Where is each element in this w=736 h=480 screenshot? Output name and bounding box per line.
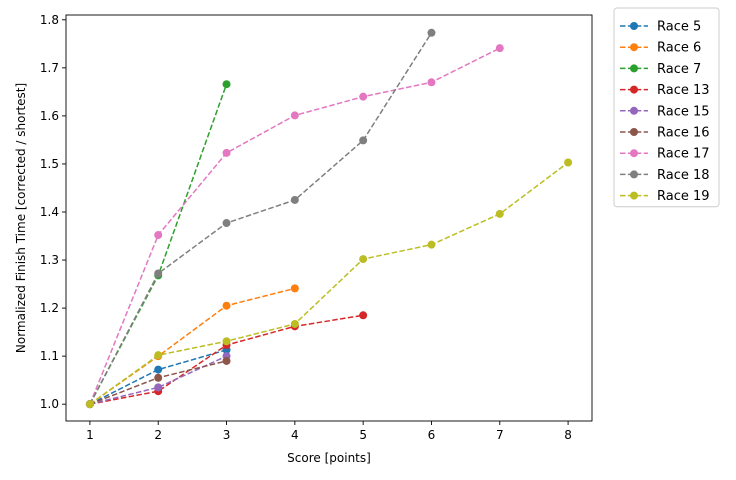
legend-marker — [630, 43, 638, 52]
data-point — [495, 44, 504, 53]
y-tick-label: 1.4 — [40, 205, 59, 219]
data-point — [495, 209, 504, 218]
legend-marker — [630, 170, 638, 179]
data-point — [85, 400, 94, 409]
series-line — [89, 32, 433, 405]
data-point — [154, 231, 163, 240]
data-point — [359, 255, 368, 264]
data-point — [290, 284, 299, 293]
y-tick-label: 1.1 — [40, 349, 59, 363]
x-tick-label: 8 — [564, 428, 572, 442]
data-point — [427, 28, 436, 37]
legend-entry: Race 13 — [620, 83, 710, 98]
x-tick-label: 6 — [428, 428, 436, 442]
legend-label: Race 15 — [657, 104, 710, 119]
legend-label: Race 7 — [657, 62, 701, 77]
legend-marker — [630, 128, 638, 136]
legend-marker — [630, 22, 638, 30]
legend-entry: Race 7 — [620, 62, 701, 77]
legend-entry: Race 6 — [620, 41, 701, 56]
data-point — [154, 383, 163, 392]
data-point — [154, 351, 163, 360]
series-9 — [85, 158, 573, 409]
y-axis-label: Normalized Finish Time [corrected / shor… — [14, 83, 28, 353]
legend-entry: Race 19 — [620, 189, 710, 204]
legend-label: Race 6 — [657, 41, 701, 56]
legend-entry: Race 17 — [620, 147, 710, 162]
axes: 1 2 3 4 5 6 7 8 1.0 1.1 1.2 1.3 1.4 1.5 1.6 1.7 1.8 — [40, 13, 593, 442]
data-point — [222, 80, 231, 89]
legend-marker — [630, 191, 638, 200]
y-tick-label: 1.0 — [40, 397, 59, 411]
legend-label: Race 13 — [657, 83, 710, 98]
x-axis-label: Score [points] — [287, 451, 371, 465]
axes-frame — [65, 14, 593, 422]
data-point — [359, 311, 368, 320]
x-tick-label: 4 — [291, 428, 299, 442]
legend: Race 5 Race 6 Race 7 Race 13 Race 15 Race 16 R… — [613, 7, 720, 208]
data-point — [222, 219, 231, 228]
x-tick-label: 7 — [496, 428, 504, 442]
legend-entry: Race 16 — [620, 126, 710, 141]
data-point — [427, 240, 436, 249]
legend-label: Race 17 — [657, 147, 710, 162]
x-tick-label: 3 — [223, 428, 231, 442]
legend-label: Race 5 — [657, 20, 701, 35]
data-point — [359, 136, 368, 145]
legend-entry: Race 15 — [620, 104, 710, 119]
series-line — [89, 161, 569, 405]
data-point — [359, 92, 368, 101]
data-point — [222, 337, 231, 346]
y-tick-label: 1.6 — [40, 109, 59, 123]
legend-entry: Race 18 — [620, 168, 710, 183]
y-tick-label: 1.5 — [40, 157, 59, 171]
x-tick-label: 5 — [359, 428, 367, 442]
legend-marker — [630, 149, 638, 158]
data-point — [222, 356, 231, 365]
y-tick-label: 1.8 — [40, 13, 59, 27]
data-point — [290, 319, 299, 328]
data-point — [154, 365, 163, 374]
data-point — [564, 158, 573, 167]
y-tick-label: 1.2 — [40, 301, 59, 315]
legend-marker — [630, 85, 638, 94]
legend-label: Race 19 — [657, 189, 710, 204]
data-point — [290, 195, 299, 204]
x-tick-label: 2 — [154, 428, 162, 442]
legend-box — [613, 7, 720, 208]
legend-marker — [630, 64, 638, 73]
data-point — [154, 269, 163, 278]
legend-label: Race 16 — [657, 126, 710, 141]
data-point — [222, 301, 231, 310]
plot-area — [85, 28, 573, 409]
data-point — [222, 148, 231, 157]
legend-marker — [630, 106, 638, 115]
legend-entry: Race 5 — [620, 20, 701, 35]
legend-label: Race 18 — [657, 168, 710, 183]
y-tick-label: 1.3 — [40, 253, 59, 267]
data-point — [427, 78, 436, 87]
y-tick-label: 1.7 — [40, 61, 59, 75]
x-tick-label: 1 — [86, 428, 94, 442]
data-point — [154, 373, 163, 382]
data-point — [290, 111, 299, 120]
